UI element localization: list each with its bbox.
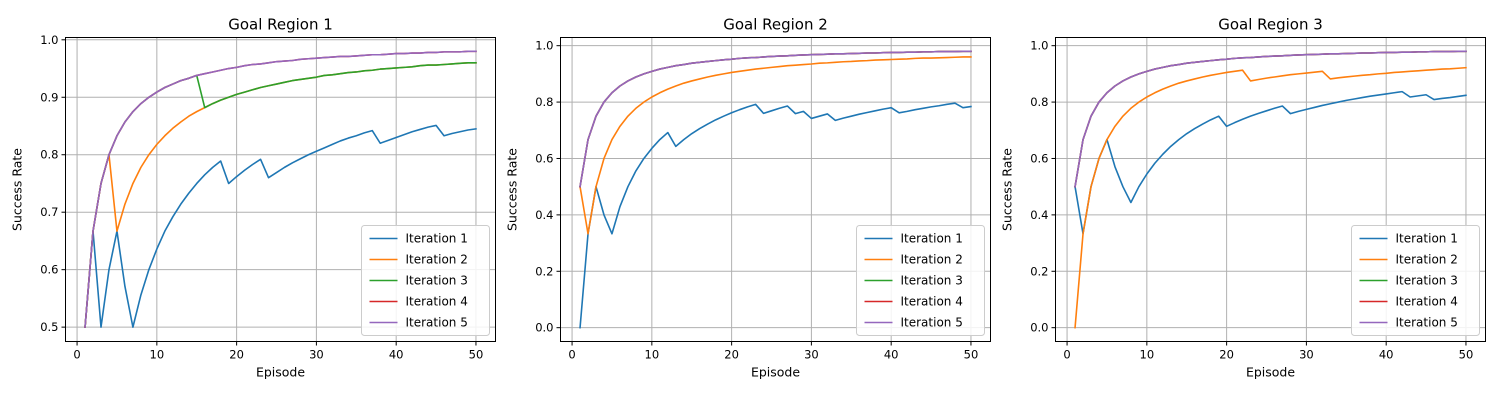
chart-panel-1: 0 10 20 30 40 50 0.5 0.6 0.7 0.8 0.9 1.0 Goal Region… — [10, 16, 496, 380]
series-line-iteration-1 — [84, 124, 477, 328]
x-tick-label: 40 — [1379, 348, 1394, 362]
legend-label: Iteration 3 — [901, 274, 963, 288]
legend-label: Iteration 2 — [1396, 253, 1458, 267]
x-axis-label: Episode — [1246, 365, 1295, 380]
legend-label: Iteration 2 — [406, 253, 468, 267]
x-tick-label: 10 — [150, 348, 165, 362]
legend-label: Iteration 3 — [406, 274, 468, 288]
y-tick-label: 0.8 — [1030, 95, 1048, 109]
y-axis-label: Success Rate — [505, 148, 520, 231]
y-tick-label: 0.8 — [535, 95, 553, 109]
x-tick-label: 20 — [229, 348, 244, 362]
y-tick-label: 0.2 — [535, 264, 553, 278]
series-line-iteration-5 — [1074, 50, 1467, 188]
legend-label: Iteration 5 — [406, 316, 468, 330]
y-tick-label: 0.6 — [1030, 151, 1048, 165]
series-line-iteration-5 — [84, 50, 477, 328]
y-axis-label: Success Rate — [1000, 148, 1015, 231]
x-axis-label: Episode — [256, 365, 305, 380]
legend-box — [361, 225, 490, 336]
y-tick-label: 0.6 — [535, 151, 553, 165]
y-tick-label: 0.9 — [40, 90, 58, 104]
x-tick-label: 0 — [568, 348, 575, 362]
x-tick-label: 20 — [724, 348, 739, 362]
legend: Iteration 1 Iteration 2 Iteration 3 Iterati… — [856, 225, 985, 336]
y-tick-label: 0.2 — [1030, 264, 1048, 278]
series-line-iteration-5 — [579, 50, 972, 188]
x-axis-label: Episode — [751, 365, 800, 380]
legend-box — [1351, 225, 1480, 336]
y-tick-label: 1.0 — [535, 39, 553, 53]
x-tick-label: 50 — [964, 348, 979, 362]
x-tick-label: 10 — [1140, 348, 1155, 362]
legend-label: Iteration 2 — [901, 253, 963, 267]
x-tick-label: 30 — [309, 348, 324, 362]
x-tick-label: 50 — [1459, 348, 1474, 362]
chart-title: Goal Region 2 — [723, 16, 828, 34]
series-line-iteration-2 — [579, 56, 972, 235]
x-tick-label: 30 — [1299, 348, 1314, 362]
legend-label: Iteration 1 — [1396, 232, 1458, 246]
legend-box — [856, 225, 985, 336]
y-tick-label: 0.8 — [40, 148, 58, 162]
plot-frame — [65, 37, 496, 342]
legend-label: Iteration 1 — [901, 232, 963, 246]
legend-label: Iteration 5 — [901, 316, 963, 330]
x-tick-label: 40 — [884, 348, 899, 362]
y-tick-label: 1.0 — [1030, 39, 1048, 53]
y-tick-label: 0.4 — [1030, 208, 1048, 222]
series-line-iteration-2 — [1074, 66, 1467, 329]
legend: Iteration 1 Iteration 2 Iteration 3 Iterati… — [1351, 225, 1480, 336]
legend-label: Iteration 4 — [901, 295, 963, 309]
series-line-iteration-1 — [579, 102, 972, 329]
legend-label: Iteration 1 — [406, 232, 468, 246]
legend-label: Iteration 3 — [1396, 274, 1458, 288]
chart-panel-3: 0 10 20 30 40 50 0.0 0.2 0.4 0.6 0.8 1.0 Goal Region… — [1000, 16, 1486, 380]
x-tick-label: 20 — [1219, 348, 1234, 362]
y-axis-label: Success Rate — [10, 148, 25, 231]
series-line-iteration-1 — [1074, 90, 1467, 235]
plot-frame — [1055, 37, 1486, 342]
chart-panel-2: 0 10 20 30 40 50 0.0 0.2 0.4 0.6 0.8 1.0 Goal Region… — [505, 16, 991, 380]
legend-label: Iteration 4 — [1396, 295, 1458, 309]
x-tick-label: 10 — [645, 348, 660, 362]
x-tick-label: 0 — [73, 348, 80, 362]
chart-title: Goal Region 1 — [228, 16, 333, 34]
y-tick-label: 0.4 — [535, 208, 553, 222]
y-tick-label: 0.0 — [1030, 321, 1048, 335]
y-tick-label: 0.5 — [40, 320, 58, 334]
x-tick-label: 40 — [389, 348, 404, 362]
chart-title: Goal Region 3 — [1218, 16, 1323, 34]
legend-label: Iteration 4 — [406, 295, 468, 309]
y-tick-label: 0.6 — [40, 263, 58, 277]
legend: Iteration 1 Iteration 2 Iteration 3 Iterati… — [361, 225, 490, 336]
legend-label: Iteration 5 — [1396, 316, 1458, 330]
x-tick-label: 0 — [1063, 348, 1070, 362]
y-tick-label: 0.7 — [40, 205, 58, 219]
y-tick-label: 1.0 — [40, 33, 58, 47]
x-tick-label: 50 — [469, 348, 484, 362]
x-tick-label: 30 — [804, 348, 819, 362]
plot-frame — [560, 37, 991, 342]
y-tick-label: 0.0 — [535, 321, 553, 335]
